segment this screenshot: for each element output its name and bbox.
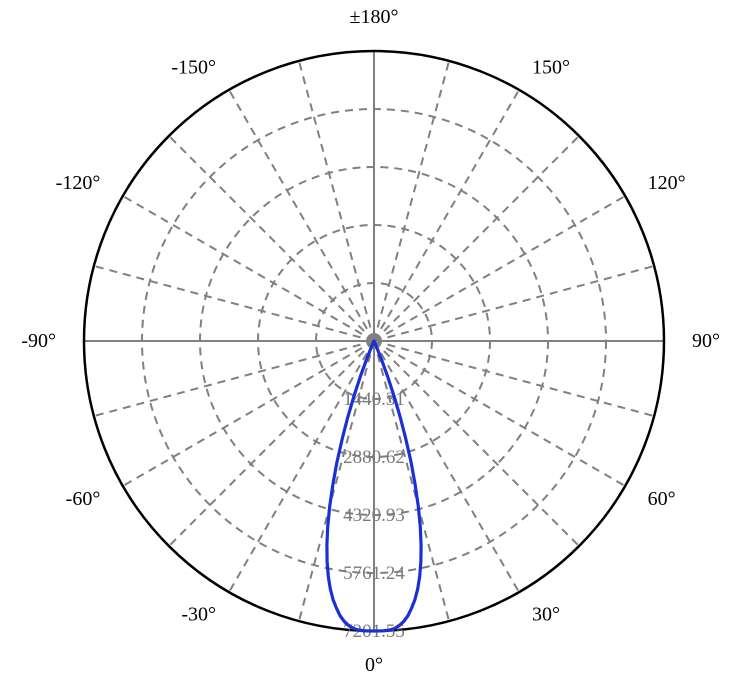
angle-label: -120° [56,172,101,194]
angle-label: -30° [181,604,216,626]
radial-label: 2880.62 [343,447,405,468]
angle-label: ±180° [350,6,399,28]
polar-chart: ±180° -150° -120° -90° -60° -30° 0° 30° 60° 90° 12… [0,0,749,682]
angle-label: 30° [532,604,560,626]
angle-label: 90° [692,330,720,352]
angle-label: 60° [648,488,676,510]
angle-label: 120° [648,172,686,194]
angle-label: 150° [532,56,570,78]
angle-label: -150° [171,56,216,78]
radial-label: 4320.93 [343,505,405,526]
angle-label: -90° [21,330,56,352]
angle-label: -60° [66,488,101,510]
angle-label: 0° [365,654,383,676]
radial-label: 5761.24 [343,563,405,584]
